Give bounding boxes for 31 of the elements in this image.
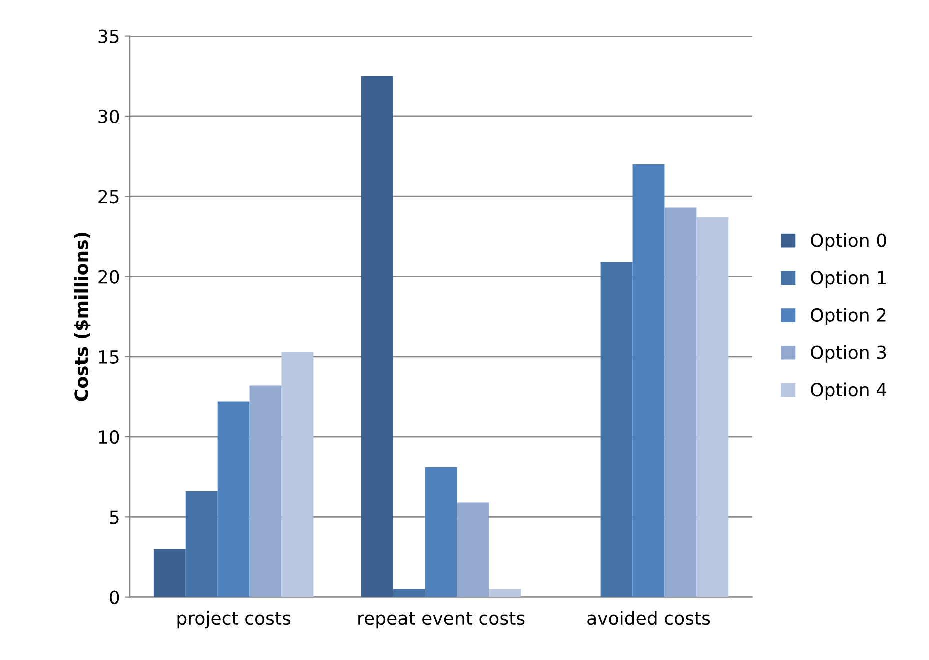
- bar: [632, 164, 665, 598]
- x-tick-label: project costs: [178, 611, 291, 629]
- bar: [425, 467, 458, 598]
- y-tick-label: 20: [98, 270, 120, 284]
- y-tick-label: 5: [110, 510, 119, 524]
- x-tick-label: avoided costs: [588, 611, 710, 626]
- y-tick-label: 15: [99, 350, 119, 364]
- legend-label: Option 0: [811, 233, 886, 251]
- bar: [457, 502, 490, 598]
- bar: [361, 76, 394, 598]
- bar: [154, 549, 186, 598]
- bar: [696, 217, 729, 598]
- bar: [664, 208, 697, 598]
- bar: [250, 386, 282, 598]
- bar: [600, 262, 633, 598]
- bar: [393, 589, 426, 598]
- legend-label: Option 4: [811, 382, 887, 400]
- y-tick-label: 30: [98, 110, 120, 124]
- bar: [218, 402, 250, 598]
- y-tick-label: 25: [98, 190, 119, 204]
- bar: [186, 492, 218, 598]
- bar: [489, 589, 522, 598]
- y-axis-title: Costs ($millions): [74, 232, 91, 402]
- bar: [282, 352, 314, 598]
- y-tick-label: 10: [99, 430, 120, 444]
- legend-label: Option 1: [811, 270, 886, 288]
- x-tick-label: repeat event costs: [358, 612, 525, 629]
- legend-label: Option 2: [811, 308, 886, 326]
- y-tick-label: 0: [110, 590, 120, 604]
- legend-label: Option 3: [811, 345, 886, 363]
- y-tick-label: 35: [98, 30, 119, 44]
